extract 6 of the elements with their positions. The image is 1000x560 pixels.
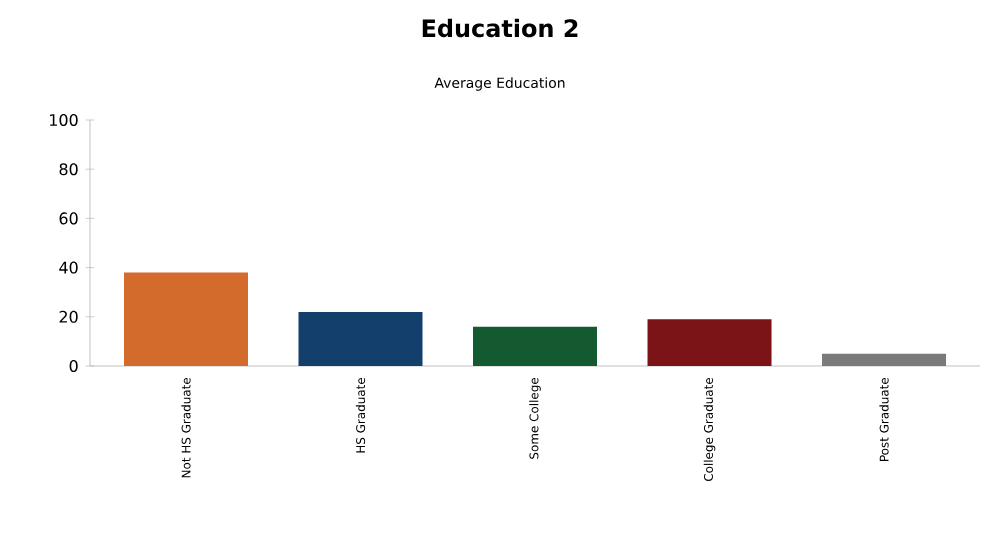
chart-title: Education 2 xyxy=(422,18,578,38)
bar xyxy=(473,326,598,366)
bar xyxy=(123,272,248,366)
bar xyxy=(298,311,423,366)
bar xyxy=(647,319,772,366)
bar xyxy=(822,353,947,366)
